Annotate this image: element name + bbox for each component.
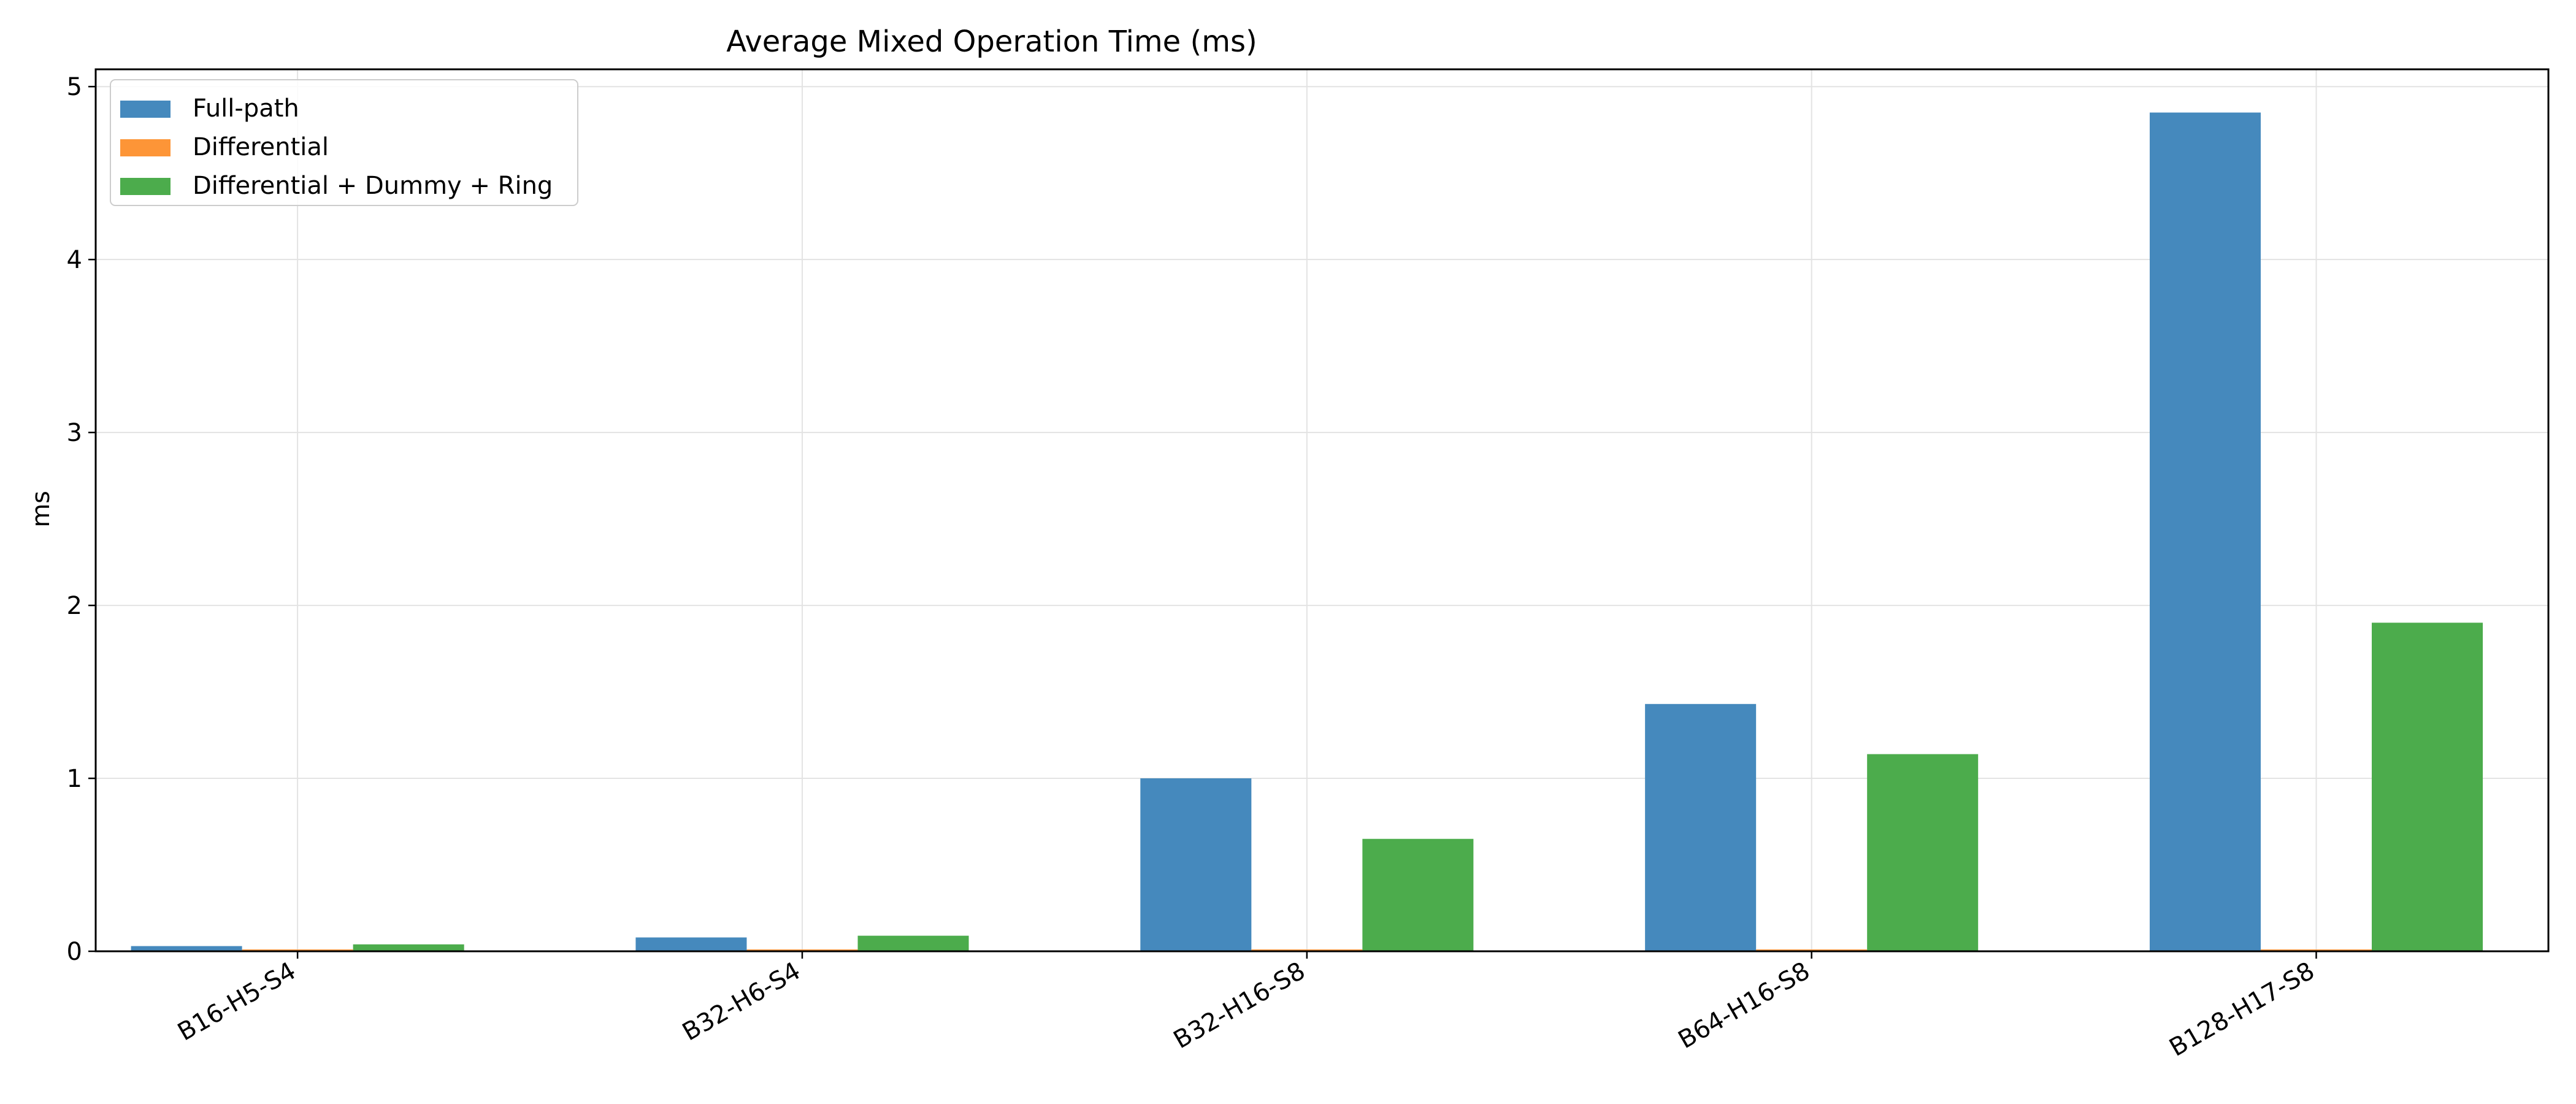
x-tick-label: B32-H6-S4	[678, 957, 805, 1047]
y-axis: 0 1 2 3 4 5	[67, 73, 96, 966]
y-tick-label: 0	[67, 938, 82, 966]
legend-swatch	[120, 139, 171, 156]
y-tick-label: 5	[67, 73, 82, 101]
y-tick-label: 4	[67, 246, 82, 274]
y-tick-label: 1	[67, 765, 82, 793]
bar-full-path-1	[635, 937, 747, 951]
x-tick-label: B32-H16-S8	[1169, 957, 1310, 1054]
bar-differential-dummy-ring-0	[353, 944, 464, 951]
plot-area-frame	[94, 68, 2550, 953]
y-tick-label: 2	[67, 592, 82, 620]
legend-frame	[110, 79, 578, 206]
x-axis: B16-H5-S4 B32-H6-S4 B32-H16-S8 B64-H16-S8 B1…	[173, 951, 2319, 1062]
legend: Full-path Differential Differential + Dumm…	[110, 79, 578, 206]
legend-label: Differential + Dummy + Ring	[193, 172, 553, 200]
legend-swatch	[120, 101, 171, 118]
y-axis-label: ms	[27, 491, 55, 527]
bar-full-path-3	[1645, 703, 1757, 951]
legend-label: Full-path	[193, 94, 299, 123]
y-tick-label: 3	[67, 419, 82, 447]
bar-full-path-0	[131, 946, 242, 951]
x-tick-label: B16-H5-S4	[173, 957, 301, 1047]
bar-differential-dummy-ring-3	[1867, 754, 1979, 951]
chart-title: Average Mixed Operation Time (ms)	[726, 25, 1257, 59]
x-tick-label: B128-H17-S8	[2164, 957, 2319, 1062]
legend-label: Differential	[193, 133, 329, 161]
legend-swatch	[120, 178, 171, 195]
bar-full-path-4	[2149, 112, 2261, 951]
bar-differential-dummy-ring-4	[2372, 623, 2483, 951]
bar-differential-dummy-ring-2	[1362, 838, 1474, 951]
bar-full-path-2	[1140, 778, 1252, 951]
bar-differential-dummy-ring-1	[857, 935, 969, 951]
x-tick-label: B64-H16-S8	[1674, 957, 1815, 1054]
